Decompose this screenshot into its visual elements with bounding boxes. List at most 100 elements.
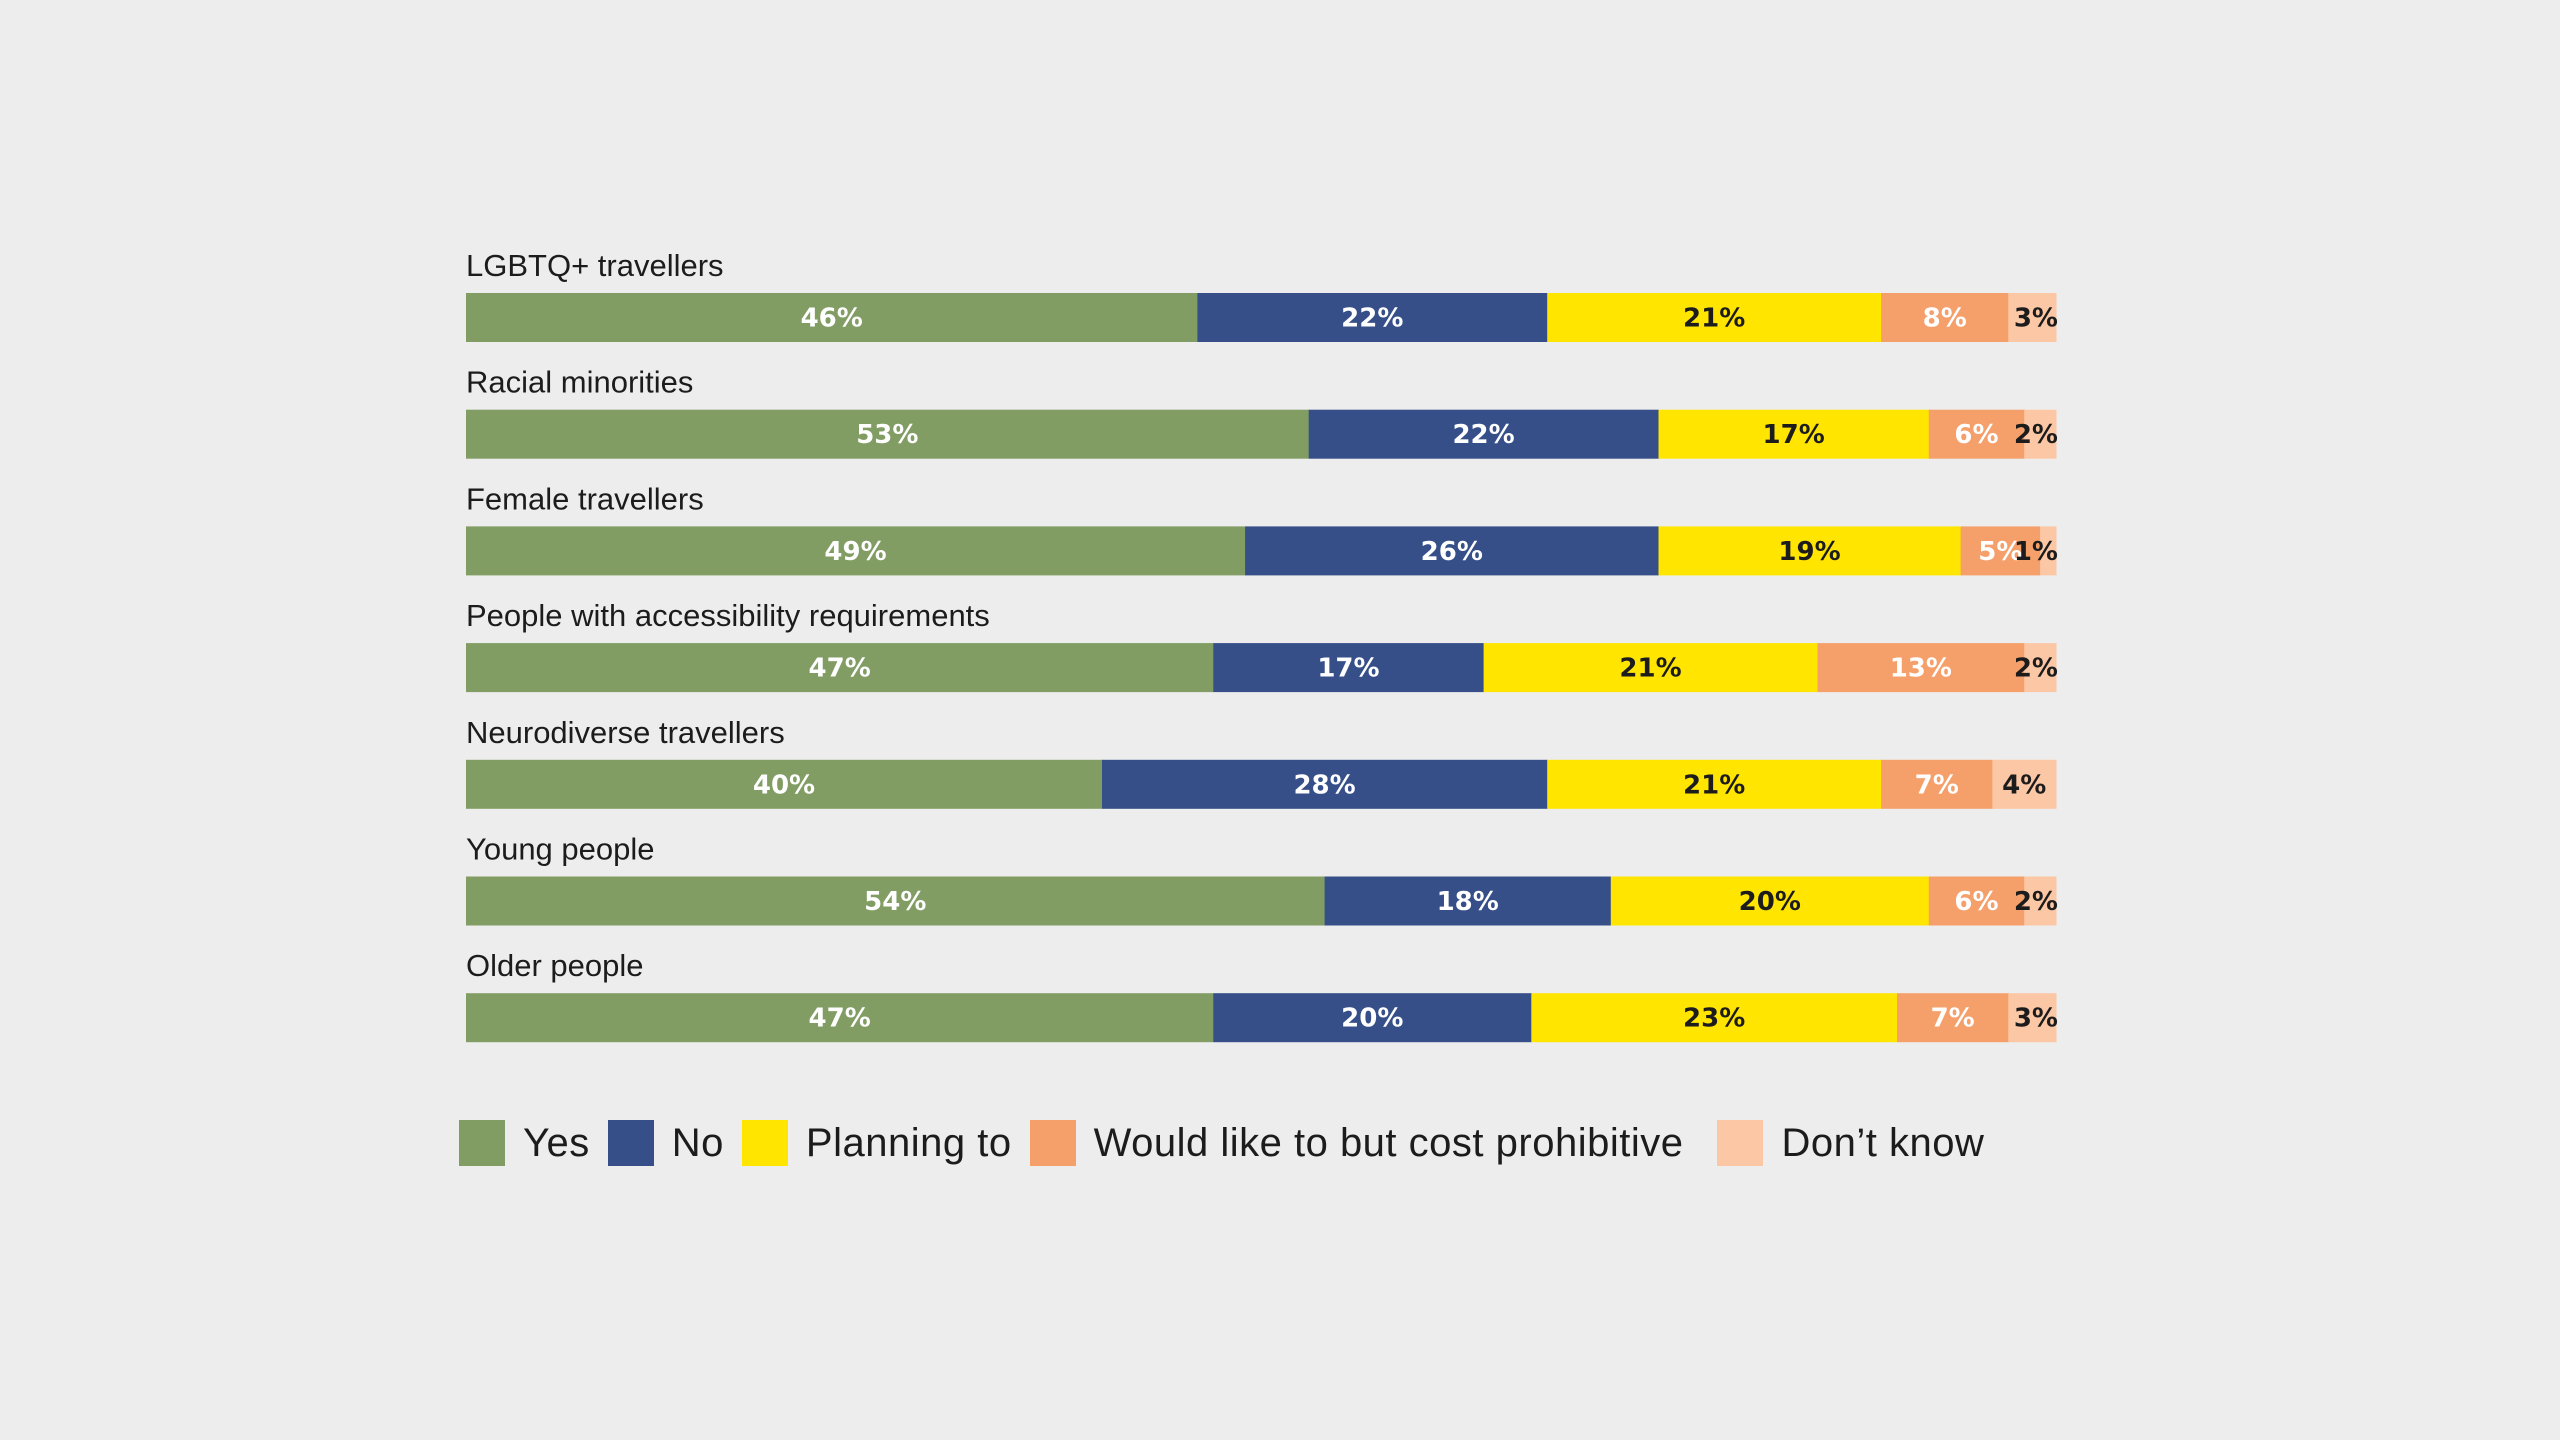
- legend-label: Don’t know: [1781, 1120, 1985, 1165]
- segment-value-label: 26%: [1421, 537, 1483, 567]
- segment-value-label: 47%: [809, 654, 871, 684]
- bar-row: Female travellers 49% 26% 19% 5%1%: [466, 481, 2058, 576]
- segment-value-label: 47%: [809, 1004, 871, 1034]
- segment-value-label: 6%: [1954, 420, 1998, 450]
- bar-segment: [466, 409, 1310, 459]
- segment-value-label: 7%: [1931, 1004, 1975, 1034]
- bar-segment: [1881, 759, 1993, 809]
- segment-value-label: 19%: [1778, 537, 1840, 567]
- bar-segment: [1928, 876, 2025, 926]
- segment-value-label: 2%: [2014, 654, 2058, 684]
- bar-segment: [2040, 526, 2057, 576]
- bar-segment: [1881, 293, 2009, 342]
- bar-segment: [1245, 526, 1659, 576]
- bar-row: Racial minorities 53% 22% 17% 6% 2%: [466, 365, 2058, 459]
- bar-segment: [1610, 876, 1930, 926]
- segment-value-label: 54%: [864, 887, 926, 917]
- legend-swatch: [459, 1120, 505, 1166]
- segment-value-label: 22%: [1341, 304, 1403, 334]
- bar-segment: [2024, 876, 2057, 926]
- bar-segment: [1213, 643, 1485, 693]
- chart-legend: Yes No Planning to Would like to but cost p…: [459, 1120, 2002, 1166]
- segment-value-label: 53%: [856, 420, 918, 450]
- chart-rows: LGBTQ+ travellers 46% 22% 21% 8% 3% Racial min…: [466, 248, 2058, 1043]
- segment-value-label: 13%: [1890, 654, 1952, 684]
- segment-value-label: 17%: [1763, 420, 1825, 450]
- segment-value-label: 23%: [1683, 1004, 1745, 1034]
- category-label: Female travellers: [466, 481, 704, 516]
- legend-label: Yes: [523, 1120, 590, 1165]
- bar-segment: [1308, 409, 1659, 459]
- bar-segment: [1324, 876, 1612, 926]
- legend-item: Would like to but cost prohibitive: [1029, 1120, 1684, 1166]
- bar-segment: [1992, 759, 2057, 809]
- legend-label: No: [671, 1120, 724, 1165]
- segment-value-label: 2%: [2014, 887, 2058, 917]
- bar-segment: [1102, 759, 1548, 809]
- bar-segment: [1547, 759, 1882, 809]
- bar-row: LGBTQ+ travellers 46% 22% 21% 8% 3%: [466, 248, 2058, 342]
- legend-item: Don’t know: [1717, 1120, 1984, 1166]
- category-label: Neurodiverse travellers: [466, 715, 785, 750]
- bar-segment: [1658, 526, 1962, 576]
- bar-segment: [1817, 643, 2025, 693]
- segment-value-label: 3%: [2014, 1004, 2058, 1034]
- bar-segment: [1928, 409, 2025, 459]
- legend-item: No: [607, 1120, 724, 1166]
- segment-value-label: 22%: [1452, 420, 1514, 450]
- bar-segment: [1197, 293, 1548, 342]
- segment-value-label: 20%: [1739, 887, 1801, 917]
- legend-label: Would like to but cost prohibitive: [1093, 1120, 1684, 1165]
- segment-value-label: 6%: [1954, 887, 1998, 917]
- legend-item: Yes: [459, 1120, 590, 1166]
- segment-value-label: 18%: [1437, 887, 1499, 917]
- segment-value-label: 4%: [2002, 770, 2046, 800]
- bar-segment: [466, 759, 1103, 809]
- segment-value-label: 8%: [1923, 304, 1967, 334]
- bar-segment: [1547, 293, 1882, 342]
- segment-value-label: 21%: [1683, 304, 1745, 334]
- segment-value-label: 20%: [1341, 1004, 1403, 1034]
- bar-row: Young people 54% 18% 20% 6% 2%: [466, 832, 2058, 926]
- legend-swatch: [607, 1120, 654, 1166]
- bar-segment: [2024, 409, 2057, 459]
- legend-swatch: [1717, 1120, 1764, 1166]
- bar-segment: [466, 293, 1198, 342]
- bar-segment: [1531, 993, 1898, 1043]
- segment-value-label: 46%: [801, 304, 863, 334]
- legend-swatch: [1029, 1120, 1076, 1166]
- bar-segment: [466, 643, 1214, 693]
- bar-row: Older people 47% 20% 23% 7% 3%: [466, 948, 2058, 1043]
- segment-value-label: 3%: [2014, 304, 2058, 334]
- segment-value-label: 28%: [1293, 770, 1355, 800]
- segment-value-label: 17%: [1317, 654, 1379, 684]
- bar-segment: [466, 526, 1246, 576]
- bar-segment: [1213, 993, 1532, 1043]
- bar-segment: [1897, 993, 2009, 1043]
- segment-value-label: 7%: [1915, 770, 1959, 800]
- segment-value-label: 40%: [753, 770, 815, 800]
- bar-segment: [1658, 409, 1930, 459]
- segment-value-label: 2%: [2014, 420, 2058, 450]
- bar-segment: [466, 876, 1326, 926]
- category-label: People with accessibility requirements: [466, 598, 990, 633]
- bar-row: People with accessibility requirements 47…: [466, 598, 2058, 693]
- bar-segment: [2008, 293, 2057, 342]
- category-label: Young people: [466, 832, 655, 867]
- bar-segment: [2008, 993, 2057, 1043]
- category-label: Older people: [466, 948, 644, 983]
- segment-value-label: 5%: [1978, 537, 2022, 567]
- legend-label: Planning to: [805, 1120, 1012, 1165]
- segment-value-label: 21%: [1683, 770, 1745, 800]
- legend-item: Planning to: [741, 1120, 1012, 1166]
- legend-swatch: [741, 1120, 788, 1166]
- segment-value-label: 21%: [1619, 654, 1681, 684]
- category-label: LGBTQ+ travellers: [466, 248, 724, 283]
- bar-segment: [466, 993, 1214, 1043]
- bar-segment: [2024, 643, 2057, 693]
- segment-value-label: 1%: [2014, 537, 2058, 567]
- category-label: Racial minorities: [466, 365, 693, 400]
- segment-value-label: 49%: [824, 537, 886, 567]
- bar-row: Neurodiverse travellers 40% 28% 21% 7% 4%: [466, 715, 2057, 809]
